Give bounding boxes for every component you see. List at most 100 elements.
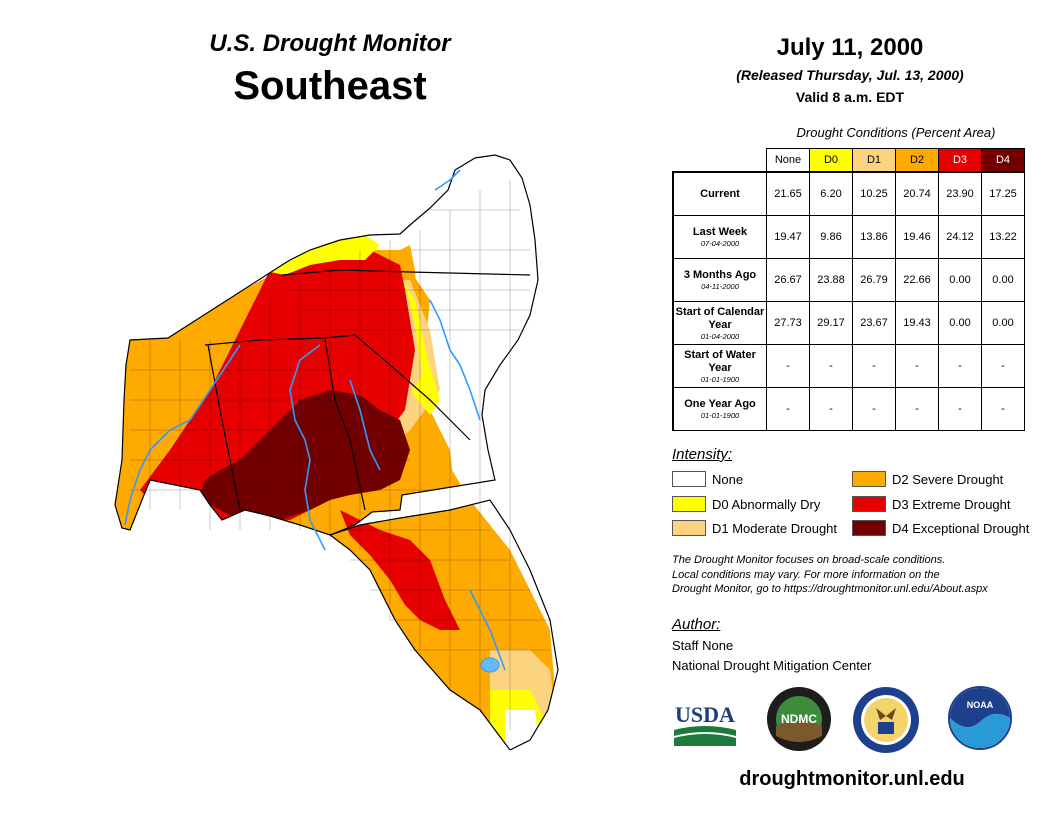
legend-swatch	[672, 471, 706, 487]
table-cell: -	[852, 387, 896, 431]
author-org: National Drought Mitigation Center	[672, 658, 872, 673]
table-cell: 26.67	[766, 258, 810, 302]
row-label-text: Start of Calendar Year	[675, 305, 765, 331]
legend-item: D1 Moderate Drought	[672, 520, 837, 536]
legend-swatch	[852, 471, 886, 487]
table-row: Start of Calendar Year 01-04-2000 27.73 29.…	[672, 301, 1025, 345]
col-header-d3: D3	[938, 148, 982, 173]
table-row: Start of Water Year 01-01-1900- - - - - -	[672, 344, 1025, 388]
author-name: Staff None	[672, 638, 734, 653]
ndmc-logo-text: NDMC	[781, 712, 817, 726]
table-cell: 0.00	[938, 258, 982, 302]
table-cell: -	[895, 387, 939, 431]
disclaimer-note: The Drought Monitor focuses on broad-sca…	[672, 553, 1042, 597]
table-row: Current 21.65 6.20 10.25 20.74 23.90 17.25	[672, 171, 1025, 216]
website-link[interactable]: droughtmonitor.unl.edu	[739, 768, 965, 790]
table-cell: 19.47	[766, 215, 810, 259]
release-date: (Released Thursday, Jul. 13, 2000)	[736, 67, 964, 83]
row-label: Current	[672, 171, 767, 216]
legend-item: D2 Severe Drought	[852, 471, 1003, 487]
legend-item: None	[672, 471, 743, 487]
legend-label: D3 Extreme Drought	[892, 496, 1011, 512]
monitor-title: U.S. Drought Monitor	[209, 30, 451, 57]
table-row: Last Week 07-04-2000 19.47 9.86 13.86 19.46 24…	[672, 215, 1025, 259]
table-cell: 17.25	[981, 171, 1025, 216]
legend-swatch	[672, 520, 706, 536]
region-title: Southeast	[233, 64, 427, 108]
table-cell: 23.88	[809, 258, 853, 302]
table-cell: -	[938, 387, 982, 431]
col-header-none: None	[766, 148, 810, 173]
row-label: One Year Ago 01-01-1900	[672, 387, 767, 431]
legend-label: None	[712, 471, 744, 487]
legend-swatch	[672, 496, 706, 512]
county-boundaries	[130, 180, 550, 730]
table-cell: -	[981, 387, 1025, 431]
table-header-row: None D0 D1 D2 D3 D4	[673, 148, 1025, 173]
table-cell: -	[809, 344, 853, 388]
table-cell: -	[938, 344, 982, 388]
map-date: July 11, 2000	[776, 34, 924, 61]
table-cell: 21.65	[766, 171, 810, 216]
table-cell: 0.00	[938, 301, 982, 345]
table-cell: 22.66	[895, 258, 939, 302]
table-corner	[673, 149, 767, 173]
row-label: Last Week 07-04-2000	[672, 215, 767, 259]
table-cell: -	[766, 344, 810, 388]
row-date: 01-04-2000	[700, 331, 740, 341]
note-line: Drought Monitor, go to https://droughtmo…	[672, 583, 988, 595]
row-date: 01-01-1900	[700, 411, 740, 420]
row-label: Start of Water Year 01-01-1900	[672, 344, 767, 388]
table-cell: 29.17	[809, 301, 853, 345]
ndmc-logo: NDMC	[767, 687, 831, 751]
legend-item: D4 Exceptional Drought	[852, 520, 1029, 536]
table-cell: 19.46	[895, 215, 939, 259]
author-title: Author:	[672, 616, 721, 633]
table-cell: 13.22	[981, 215, 1025, 259]
table-caption: Drought Conditions (Percent Area)	[796, 125, 996, 140]
row-date: 04-11-2000	[701, 282, 739, 291]
table-cell: 10.25	[852, 171, 896, 216]
legend-label: D2 Severe Drought	[892, 471, 1004, 487]
valid-time: Valid 8 a.m. EDT	[795, 89, 905, 105]
col-header-d1: D1	[852, 148, 896, 173]
legend-title: Intensity:	[672, 446, 733, 463]
table-row: 3 Months Ago 04-11-2000 26.67 23.88 26.79 22.…	[672, 258, 1025, 302]
note-line: Local conditions may vary. For more info…	[672, 568, 940, 581]
table-cell: 23.67	[852, 301, 896, 345]
legend-label: D1 Moderate Drought	[712, 520, 838, 536]
legend-label: D4 Exceptional Drought	[892, 520, 1030, 536]
note-line: The Drought Monitor focuses on broad-sca…	[672, 554, 946, 566]
row-label-text: Current	[700, 187, 740, 200]
table-cell: 23.90	[938, 171, 982, 216]
col-header-d4: D4	[981, 148, 1025, 173]
table-row: One Year Ago 01-01-1900- - - - - -	[672, 387, 1025, 431]
row-label-text: One Year Ago	[684, 398, 756, 410]
table-cell: 0.00	[981, 258, 1025, 302]
row-label-text: Last Week	[692, 226, 748, 238]
table-cell: 0.00	[981, 301, 1025, 345]
table-cell: -	[766, 387, 810, 431]
row-date: 01-01-1900	[700, 374, 740, 384]
legend-swatch	[852, 520, 886, 536]
table-cell: 24.12	[938, 215, 982, 259]
noaa-logo: NOAA	[948, 686, 1012, 750]
rivers	[124, 169, 506, 671]
table-cell: -	[852, 344, 896, 388]
col-header-d0: D0	[809, 148, 853, 173]
drought-map	[114, 154, 559, 750]
row-label-text: 3 Months Ago	[683, 269, 757, 281]
legend-item: D0 Abnormally Dry	[672, 496, 820, 512]
row-date: 07-04-2000	[700, 239, 740, 248]
legend-swatch	[852, 496, 886, 512]
state-boundaries	[114, 154, 559, 750]
table-cell: 19.43	[895, 301, 939, 345]
usda-logo: USDA	[674, 702, 736, 746]
table-cell: 20.74	[895, 171, 939, 216]
table-cell: 27.73	[766, 301, 810, 345]
legend-item: D3 Extreme Drought	[852, 496, 1011, 512]
table-cell: 26.79	[852, 258, 896, 302]
row-label: 3 Months Ago 04-11-2000	[672, 258, 767, 302]
col-header-d2: D2	[895, 148, 939, 173]
legend-label: D0 Abnormally Dry	[712, 496, 821, 512]
